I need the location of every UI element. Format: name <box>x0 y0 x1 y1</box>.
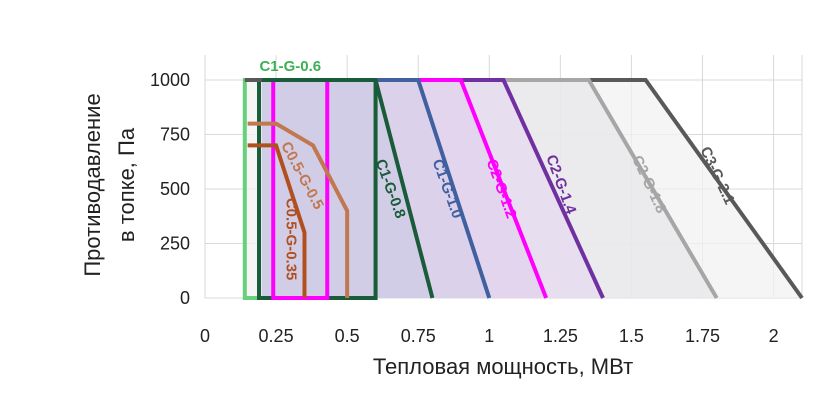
y-axis-title-line1: Противодавление <box>80 93 105 276</box>
series-line-c0-5-g-0-5 <box>247 121 350 298</box>
series-label-c1-g-0-6: C1-G-0.6 <box>259 58 321 75</box>
y-tick-label: 0 <box>180 288 190 308</box>
y-axis-ticks: 0 250 500 750 1000 <box>150 70 190 308</box>
series-label-c0-5-g-0-35: C0.5-G-0.35 <box>282 198 299 281</box>
y-tick-label: 500 <box>160 179 190 199</box>
x-tick-label: 2 <box>769 326 779 346</box>
y-axis-title-line2: в топке, Па <box>114 127 139 242</box>
x-tick-label: 0.25 <box>259 326 294 346</box>
x-tick-label: 1 <box>484 326 494 346</box>
y-tick-label: 1000 <box>150 70 190 90</box>
y-tick-label: 750 <box>160 125 190 145</box>
series-lines <box>244 78 804 300</box>
x-tick-label: 0.75 <box>401 326 436 346</box>
x-tick-label: 1.25 <box>543 326 578 346</box>
series-line-c1-g-0-8 <box>261 78 435 299</box>
x-tick-label: 0 <box>200 326 210 346</box>
x-tick-label: 0.5 <box>335 326 360 346</box>
x-axis-title: Тепловая мощность, МВт <box>373 354 633 379</box>
y-tick-label: 250 <box>160 234 190 254</box>
x-tick-label: 1.75 <box>685 326 720 346</box>
x-tick-label: 1.5 <box>619 326 644 346</box>
y-axis-title: Противодавление в топке, Па <box>80 93 139 276</box>
series-line-c0-5-g-0-35 <box>247 143 307 298</box>
x-axis-ticks: 0 0.25 0.5 0.75 1 1.25 1.5 1.75 2 <box>200 326 779 346</box>
